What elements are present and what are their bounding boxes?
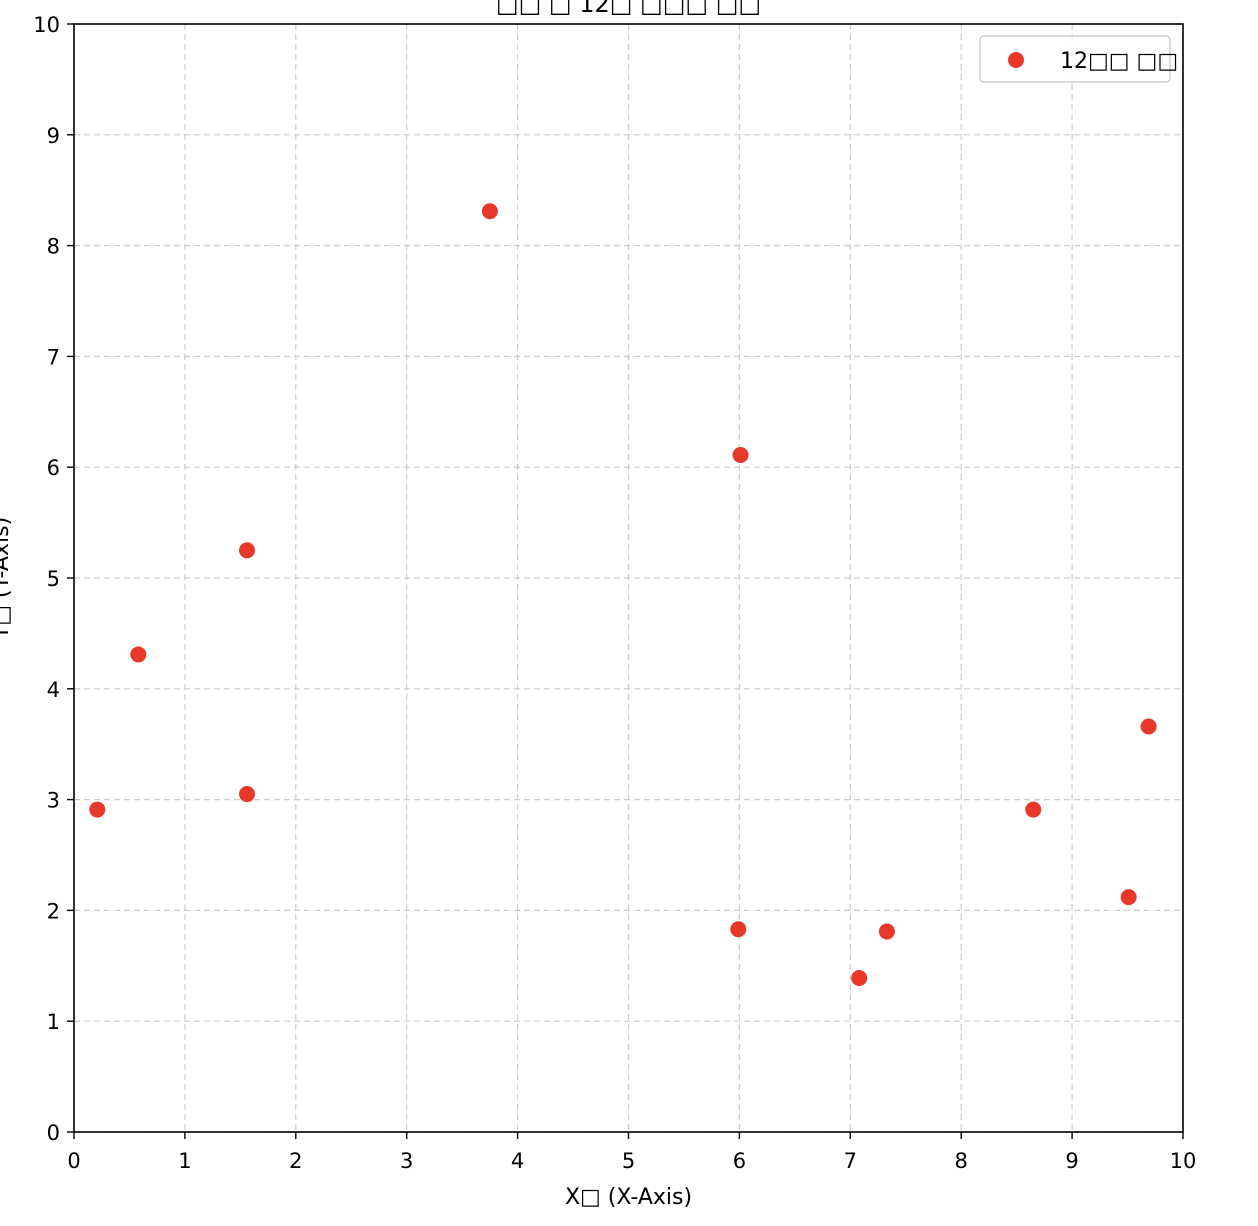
x-axis-ticks: 0 1 2 3 4 5 6 7 8 9 10: [67, 1132, 1196, 1173]
data-point: [1140, 718, 1157, 735]
data-point: [1025, 801, 1042, 818]
data-point: [130, 646, 147, 663]
x-axis-label: X□ (X-Axis): [565, 1185, 692, 1210]
x-tick-label: 9: [1065, 1149, 1078, 1173]
y-tick-label: 1: [47, 1010, 60, 1034]
legend-label: 12□□ □□: [1060, 49, 1178, 74]
data-point: [239, 542, 256, 559]
data-point: [239, 786, 256, 803]
chart-title: □□ □ 12□ □□□ □□: [496, 0, 761, 18]
y-tick-label: 3: [47, 789, 60, 813]
y-axis-label: Y□ (Y-Axis): [0, 517, 14, 640]
y-tick-label: 7: [47, 345, 60, 369]
data-point: [481, 203, 498, 220]
legend-marker: [1008, 52, 1024, 68]
y-tick-label: 8: [47, 235, 60, 259]
x-tick-label: 7: [844, 1149, 857, 1173]
x-tick-label: 0: [67, 1149, 80, 1173]
x-tick-label: 4: [511, 1149, 524, 1173]
y-tick-label: 10: [33, 13, 60, 37]
x-tick-label: 5: [622, 1149, 635, 1173]
y-axis-ticks: 0 1 2 3 4 5 6 7 8 9 10: [33, 13, 74, 1145]
y-tick-label: 6: [47, 456, 60, 480]
y-tick-label: 9: [47, 124, 60, 148]
y-tick-label: 5: [47, 567, 60, 591]
data-points: [89, 203, 1157, 986]
data-point: [1120, 889, 1137, 906]
data-point: [730, 921, 747, 938]
y-tick-label: 4: [47, 678, 60, 702]
x-tick-label: 6: [733, 1149, 746, 1173]
legend-box: [979, 35, 1171, 83]
x-tick-label: 8: [955, 1149, 968, 1173]
x-tick-label: 3: [400, 1149, 413, 1173]
y-tick-label: 0: [47, 1121, 60, 1145]
x-tick-label: 10: [1170, 1149, 1197, 1173]
x-tick-label: 1: [178, 1149, 191, 1173]
data-point: [851, 969, 868, 986]
data-point: [878, 923, 895, 940]
data-point: [89, 801, 106, 818]
data-point: [732, 447, 749, 464]
y-tick-label: 2: [47, 899, 60, 923]
legend: 12□□ □□: [979, 35, 1178, 83]
x-tick-label: 2: [289, 1149, 302, 1173]
